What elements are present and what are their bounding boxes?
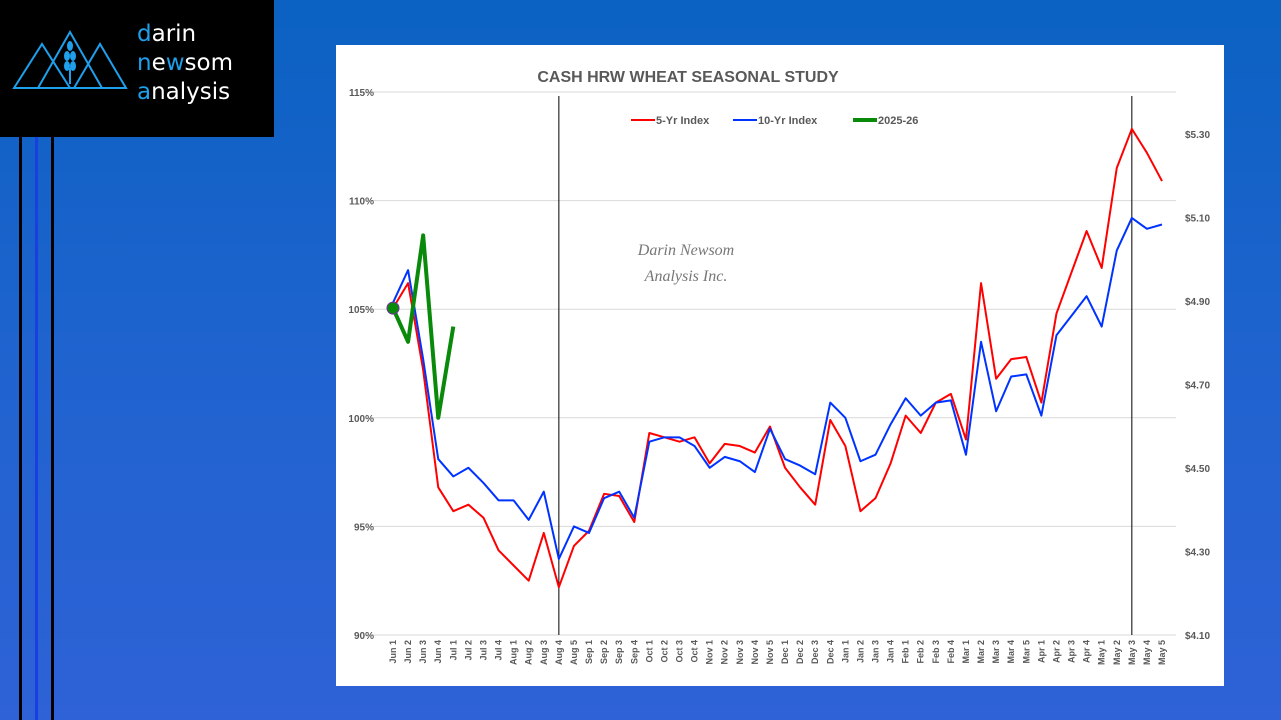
watermark-line-1: Darin Newsom	[637, 242, 734, 259]
x-tick-label: Apr 1	[1036, 640, 1046, 663]
x-tick-label: Apr 3	[1067, 640, 1077, 663]
mountain-wheat-icon	[12, 29, 128, 89]
x-tick-label: Oct 2	[659, 640, 669, 663]
chart-title: CASH HRW WHEAT SEASONAL STUDY	[537, 69, 839, 86]
x-tick-label: Jan 2	[855, 640, 865, 663]
x-tick-label: Aug 1	[509, 640, 519, 665]
seasonal-chart: CASH HRW WHEAT SEASONAL STUDY Darin News…	[348, 69, 1210, 665]
x-tick-label: Mar 1	[961, 640, 971, 664]
company-logo: darin newsom analysis	[0, 0, 274, 137]
watermark-line-2: Analysis Inc.	[644, 268, 728, 285]
x-tick-label: Aug 5	[569, 640, 579, 665]
x-tick-label: May 4	[1142, 640, 1152, 665]
x-tick-label: Mar 4	[1006, 640, 1016, 664]
x-tick-label: Mar 5	[1021, 640, 1031, 664]
x-tick-label: Dec 4	[825, 640, 835, 664]
legend-label: 5-Yr Index	[656, 115, 710, 127]
series-line-10-yr-index	[392, 216, 1163, 560]
decorative-bar	[35, 137, 38, 720]
y-right-tick-label: $4.70	[1185, 380, 1210, 391]
x-tick-label: Jun 3	[418, 640, 428, 664]
x-tick-label: Nov 3	[735, 640, 745, 665]
x-tick-label: Feb 2	[916, 640, 926, 664]
x-tick-label: Aug 2	[524, 640, 534, 665]
x-tick-label: Oct 3	[674, 640, 684, 663]
chart-panel: CASH HRW WHEAT SEASONAL STUDY Darin News…	[336, 45, 1224, 686]
x-tick-label: Sep 1	[584, 640, 594, 664]
x-tick-label: Jun 1	[388, 640, 398, 664]
x-tick-label: Jul 4	[494, 640, 504, 661]
x-tick-label: Dec 3	[810, 640, 820, 664]
x-tick-label: Jun 4	[433, 640, 443, 664]
y-left-tick-label: 90%	[354, 631, 374, 642]
x-tick-label: Feb 3	[931, 640, 941, 664]
logo-wordmark: darin newsom analysis	[137, 21, 234, 105]
y-right-tick-label: $5.30	[1185, 130, 1210, 141]
y-right-tick-label: $4.90	[1185, 297, 1210, 308]
x-tick-label: Sep 2	[599, 640, 609, 664]
series-line-2025-26	[391, 233, 456, 420]
decorative-bar	[19, 137, 22, 720]
x-tick-label: Feb 1	[901, 640, 911, 664]
x-tick-label: Sep 3	[614, 640, 624, 664]
y-left-tick-label: 115%	[349, 88, 374, 99]
x-tick-label: Jan 3	[871, 640, 881, 663]
x-tick-label: May 1	[1097, 640, 1107, 665]
x-tick-label: Nov 5	[765, 640, 775, 665]
x-tick-label: Feb 4	[946, 640, 956, 664]
x-tick-label: Aug 4	[554, 640, 564, 665]
x-tick-label: Jul 3	[478, 640, 488, 661]
x-tick-label: Mar 3	[991, 640, 1001, 664]
x-tick-label: Nov 4	[750, 640, 760, 665]
y-right-tick-label: $4.50	[1185, 464, 1210, 475]
x-tick-label: Nov 1	[705, 640, 715, 665]
y-left-tick-label: 110%	[349, 197, 374, 208]
x-tick-label: Oct 4	[690, 640, 700, 663]
y-left-tick-label: 100%	[348, 414, 374, 425]
x-tick-label: May 5	[1157, 640, 1167, 665]
legend-label: 10-Yr Index	[758, 115, 818, 127]
x-tick-label: Aug 3	[539, 640, 549, 665]
x-tick-label: Nov 2	[720, 640, 730, 665]
x-tick-label: Jun 2	[403, 640, 413, 664]
y-left-tick-label: 105%	[348, 305, 374, 316]
legend-label: 2025-26	[878, 115, 918, 127]
series-line-5-yr-index	[392, 127, 1163, 589]
x-tick-label: Apr 2	[1051, 640, 1061, 663]
x-tick-label: Jul 2	[463, 640, 473, 661]
current-start-point	[386, 301, 400, 315]
y-right-tick-label: $5.10	[1185, 213, 1210, 224]
x-tick-label: Jan 1	[840, 640, 850, 663]
x-tick-label: Oct 1	[644, 640, 654, 663]
x-tick-label: Jul 1	[448, 640, 458, 661]
x-tick-label: Dec 1	[780, 640, 790, 664]
x-tick-label: Mar 2	[976, 640, 986, 664]
x-tick-label: Dec 2	[795, 640, 805, 664]
x-tick-label: Sep 4	[629, 640, 639, 664]
decorative-bar	[51, 137, 54, 720]
x-tick-label: Apr 4	[1082, 640, 1092, 663]
x-tick-label: May 2	[1112, 640, 1122, 665]
x-tick-label: Jan 4	[886, 640, 896, 663]
y-right-tick-label: $4.10	[1185, 631, 1210, 642]
x-tick-label: May 3	[1127, 640, 1137, 665]
y-left-tick-label: 95%	[354, 522, 374, 533]
y-right-tick-label: $4.30	[1185, 547, 1210, 558]
